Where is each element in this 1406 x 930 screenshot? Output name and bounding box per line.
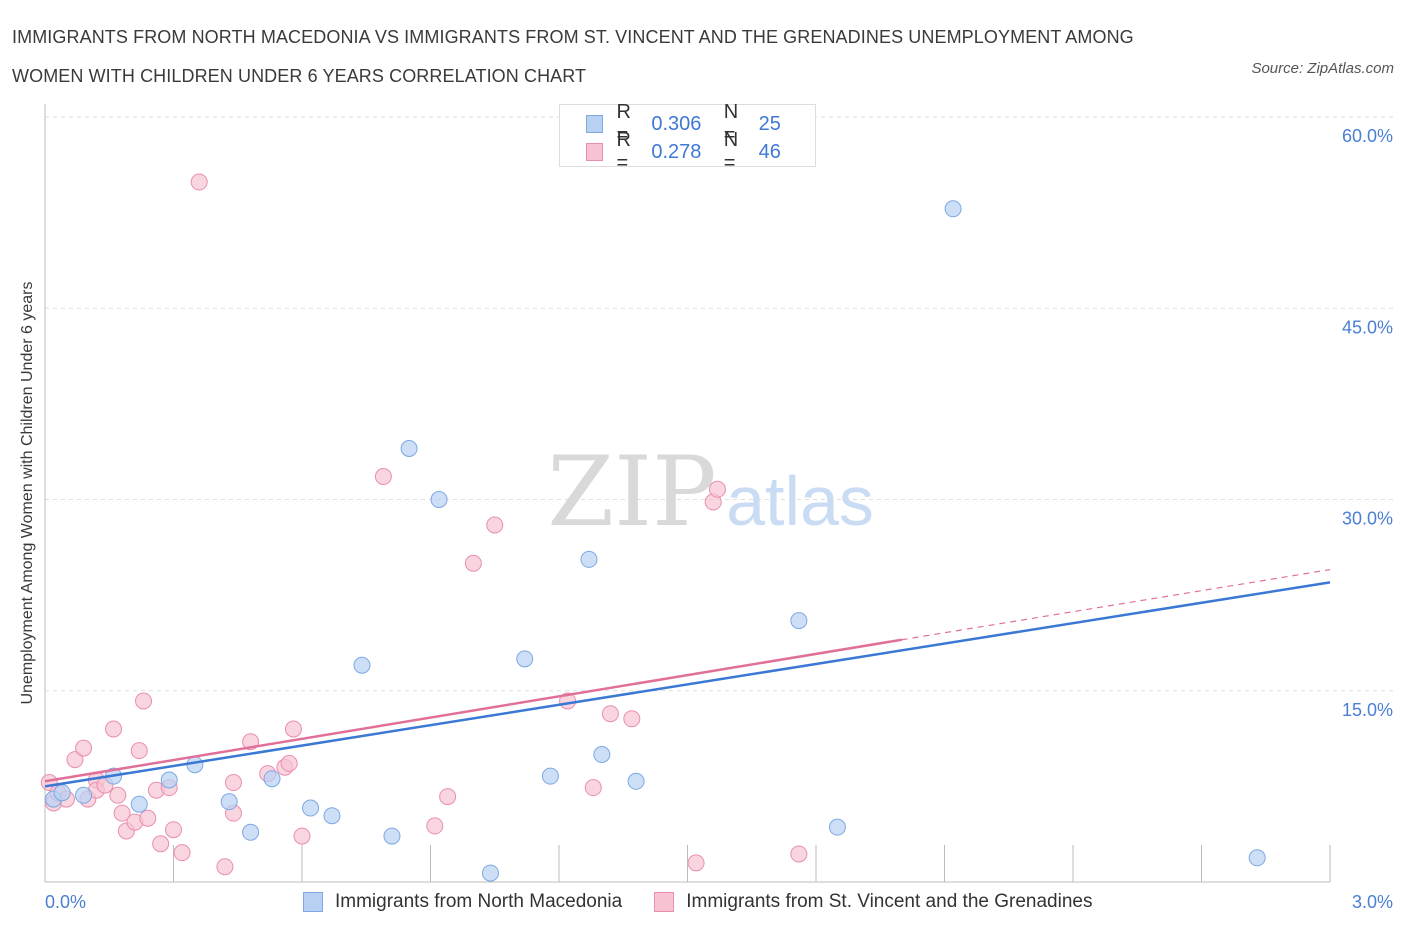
data-point-north-macedonia [263,770,281,788]
x-tick-label: 3.0% [1352,892,1393,912]
data-point-north-macedonia [541,767,559,785]
data-point-st-vincent [139,809,157,827]
data-point-north-macedonia [220,793,238,811]
data-point-st-vincent [439,788,457,806]
tick-labels: 15.0% 30.0% 45.0% 60.0% 0.0% 3.0% [45,126,1393,912]
data-point-north-macedonia [430,491,448,508]
data-point-north-macedonia [353,656,371,674]
data-point-st-vincent [165,821,182,839]
y-tick-label: 15.0% [1342,700,1393,720]
legend-r-value: 0.306 [651,112,702,135]
legend-row-pink: R = 0.278 N = 46 [586,129,815,174]
axes [44,104,1331,883]
data-point-st-vincent [152,835,170,853]
series-pink-points [40,173,808,876]
correlation-legend: R = 0.306 N = 25 R = 0.278 N = 46 [559,101,816,174]
legend-n-label: N = [723,101,739,146]
data-point-north-macedonia [627,772,645,790]
data-point-st-vincent [464,554,482,572]
watermark-zip: ZIP [547,436,716,548]
data-point-north-macedonia [1248,849,1266,867]
legend-n-label: N = [723,129,739,174]
data-point-st-vincent [109,786,127,804]
data-point-north-macedonia [944,200,962,218]
legend-label-north-macedonia: Immigrants from North Macedonia [335,891,623,912]
data-point-north-macedonia [160,771,178,789]
data-point-north-macedonia [242,823,260,841]
y-tick-label: 45.0% [1342,317,1393,337]
data-point-st-vincent [66,751,84,769]
trend-line-north-macedonia [44,581,1331,788]
data-point-st-vincent [113,804,131,822]
data-point-st-vincent [280,754,298,772]
watermark-atlas: atlas [726,462,874,540]
legend-r-label: R = [616,101,631,146]
data-point-north-macedonia [593,746,611,763]
legend-r-label: R = [616,129,631,174]
legend-swatch-blue [586,115,603,133]
data-point-st-vincent [374,468,392,486]
data-point-north-macedonia [580,550,598,568]
data-point-north-macedonia [828,818,846,836]
data-point-north-macedonia [53,784,71,802]
data-point-north-macedonia [302,799,320,817]
data-point-north-macedonia [75,786,93,804]
data-point-st-vincent [623,710,641,728]
series-blue-points [45,200,1266,882]
data-point-st-vincent [75,739,93,757]
data-point-st-vincent [486,516,504,534]
data-point-st-vincent [708,480,726,498]
chart-title-line1: IMMIGRANTS FROM NORTH MACEDONIA VS IMMIG… [12,27,1134,47]
chart-title-line2: WOMEN WITH CHILDREN UNDER 6 YEARS CORREL… [12,66,587,86]
data-point-st-vincent [284,720,302,738]
data-point-st-vincent [426,817,444,835]
legend-item-st-vincent[interactable]: Immigrants from St. Vincent and the Gren… [654,891,1092,913]
y-tick-label: 60.0% [1342,126,1393,146]
data-point-st-vincent [790,845,808,863]
data-point-st-vincent [687,854,705,872]
legend-label-st-vincent: Immigrants from St. Vincent and the Gren… [686,891,1093,912]
data-point-north-macedonia [383,827,401,845]
legend-item-north-macedonia[interactable]: Immigrants from North Macedonia [303,891,622,913]
data-point-north-macedonia [481,864,499,882]
legend-n-value: 25 [758,112,781,135]
data-point-st-vincent [190,173,208,191]
y-tick-label: 30.0% [1342,509,1393,529]
data-point-st-vincent [584,779,602,797]
data-point-north-macedonia [516,650,534,668]
data-point-st-vincent [135,692,153,710]
legend-swatch-blue [303,892,323,912]
data-point-st-vincent [105,720,123,738]
watermark: ZIP atlas [547,436,874,548]
legend-r-value: 0.278 [651,140,702,163]
data-point-north-macedonia [790,612,808,630]
data-point-north-macedonia [400,440,418,457]
legend-row-blue: R = 0.306 N = 25 [586,101,815,146]
data-point-st-vincent [293,827,311,845]
data-point-st-vincent [130,742,148,760]
data-point-north-macedonia [130,795,148,813]
series-legend: Immigrants from North Macedonia Immigran… [303,889,1124,915]
chart-title: IMMIGRANTS FROM NORTH MACEDONIA VS IMMIG… [12,18,1212,96]
legend-swatch-pink [654,892,675,912]
data-point-st-vincent [224,774,242,792]
data-point-st-vincent [173,844,191,862]
legend-n-value: 46 [758,140,781,163]
trend-line-st-vincent-extension [901,569,1331,641]
legend-swatch-pink [586,143,603,161]
x-tick-label: 0.0% [45,892,86,912]
data-point-st-vincent [601,705,619,723]
trend-lines [44,569,1331,788]
trend-line-st-vincent [44,638,902,783]
data-point-north-macedonia [323,807,341,825]
source-label: Source: ZipAtlas.com [1251,60,1394,77]
data-point-st-vincent [216,858,234,876]
